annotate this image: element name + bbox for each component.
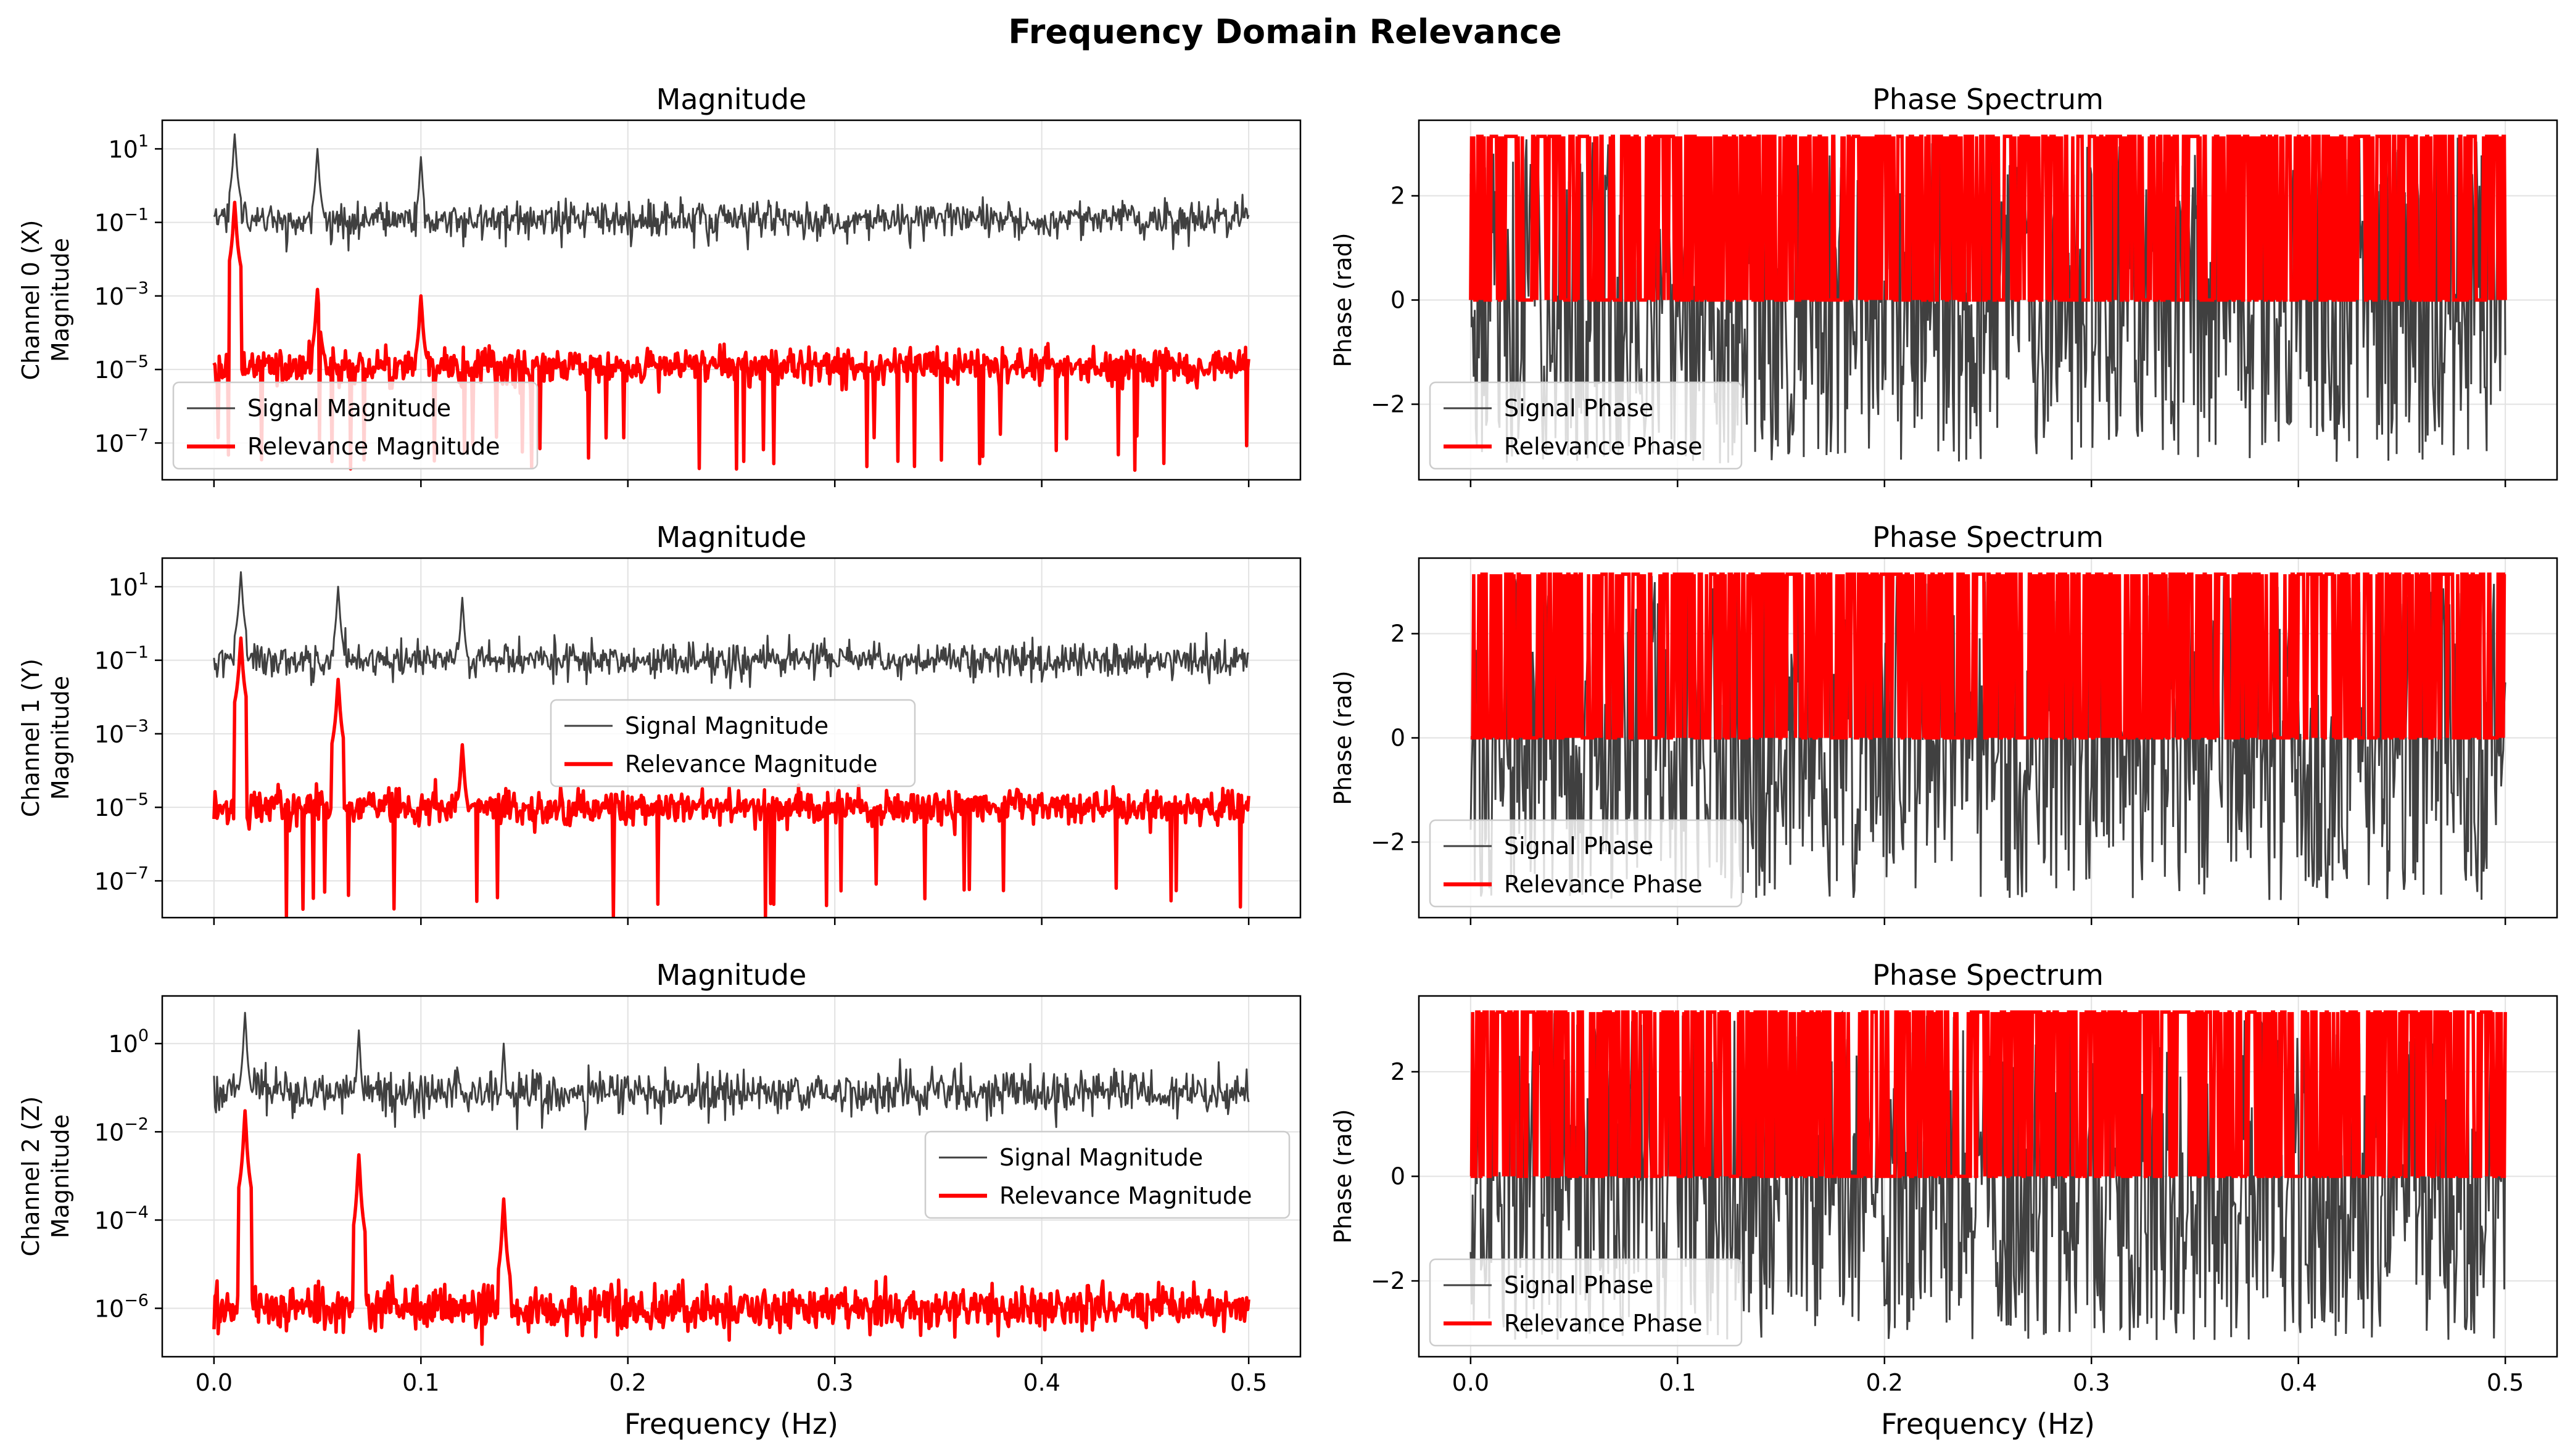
legend: Signal Magnitude Relevance Magnitude bbox=[924, 1130, 1291, 1219]
y-axis-label: Channel 1 (Y) bbox=[17, 659, 44, 817]
x-tick-label: 0.3 bbox=[2073, 1369, 2110, 1396]
y-tick-label: 0 bbox=[1390, 1163, 1405, 1190]
y-axis-label: Magnitude bbox=[47, 676, 74, 800]
series-group bbox=[212, 571, 1250, 918]
series-group bbox=[212, 133, 1250, 472]
signal-magnitude-line bbox=[213, 571, 1250, 689]
x-tick-label: 0.2 bbox=[609, 1369, 647, 1396]
relevance-magnitude-line bbox=[212, 636, 1250, 918]
subplot-title: Phase Spectrum bbox=[1872, 520, 2104, 554]
y-tick-label: 10−6 bbox=[94, 1291, 149, 1323]
y-tick-label: 101 bbox=[108, 131, 149, 163]
legend-label: Signal Phase bbox=[1504, 833, 1653, 860]
legend: Signal Phase Relevance Phase bbox=[1429, 819, 1743, 908]
y-tick-label: 10−7 bbox=[94, 863, 149, 895]
relevance-magnitude-line bbox=[212, 1109, 1250, 1346]
y-tick-label: 10−2 bbox=[94, 1114, 149, 1146]
y-tick-label: −2 bbox=[1371, 390, 1405, 417]
legend-label: Relevance Phase bbox=[1504, 1310, 1703, 1337]
legend: Signal Phase Relevance Phase bbox=[1429, 1258, 1743, 1347]
legend-label: Signal Phase bbox=[1504, 395, 1653, 422]
y-tick-label: 10−3 bbox=[94, 279, 149, 310]
x-tick-label: 0.4 bbox=[2279, 1369, 2316, 1396]
axes-frame bbox=[161, 119, 1302, 481]
y-axis-label: Magnitude bbox=[47, 1114, 74, 1238]
y-tick-label: 101 bbox=[108, 569, 149, 601]
x-tick-label: 0.5 bbox=[1230, 1369, 1267, 1396]
y-tick-label: 10−5 bbox=[94, 352, 149, 384]
legend-label: Relevance Phase bbox=[1504, 433, 1703, 460]
signal-magnitude-line bbox=[213, 133, 1250, 253]
relevance-magnitude-line bbox=[212, 200, 1250, 472]
legend: Signal Magnitude Relevance Magnitude bbox=[172, 381, 539, 470]
subplot-5: 0.0 0.1 0.2 0.3 0.4 0.5 2 0 −2 Phase Spectrum Phas… bbox=[1329, 958, 2558, 1441]
y-tick-label: 10−7 bbox=[94, 426, 149, 457]
relevance-phase-line bbox=[1470, 572, 2506, 740]
legend-label: Signal Phase bbox=[1504, 1272, 1653, 1299]
series-group bbox=[212, 1011, 1250, 1346]
subplot-title: Magnitude bbox=[656, 520, 807, 554]
y-tick-label: 10−5 bbox=[94, 790, 149, 821]
legend-label: Relevance Magnitude bbox=[247, 433, 500, 460]
y-tick-label: 2 bbox=[1390, 183, 1405, 210]
legend-label: Signal Magnitude bbox=[625, 712, 828, 739]
subplot-title: Phase Spectrum bbox=[1872, 958, 2104, 992]
relevance-phase-line bbox=[1469, 134, 2507, 302]
x-tick-label: 0.0 bbox=[1452, 1369, 1489, 1396]
subplot-title: Magnitude bbox=[656, 958, 807, 992]
legend-label: Signal Magnitude bbox=[999, 1144, 1203, 1171]
y-tick-label: 2 bbox=[1390, 1058, 1405, 1085]
y-tick-label: 10−1 bbox=[94, 205, 149, 237]
series-group bbox=[1469, 1010, 2507, 1341]
relevance-phase-line bbox=[1469, 1010, 2507, 1178]
y-axis-label: Phase (rad) bbox=[1329, 232, 1357, 367]
y-tick-label: 0 bbox=[1390, 725, 1405, 752]
axes-frame bbox=[161, 995, 1302, 1358]
x-tick-label: 0.5 bbox=[2487, 1369, 2524, 1396]
figure-title: Frequency Domain Relevance bbox=[1008, 12, 1561, 51]
y-tick-label: −2 bbox=[1371, 1267, 1405, 1294]
x-tick-label: 0.3 bbox=[816, 1369, 853, 1396]
signal-magnitude-line bbox=[213, 1011, 1250, 1130]
x-axis-label: Frequency (Hz) bbox=[1881, 1407, 2095, 1441]
subplot-title: Phase Spectrum bbox=[1872, 83, 2104, 116]
x-tick-label: 0.1 bbox=[402, 1369, 439, 1396]
y-tick-label: 2 bbox=[1390, 620, 1405, 648]
x-tick-label: 0.1 bbox=[1659, 1369, 1696, 1396]
legend-label: Relevance Phase bbox=[1504, 871, 1703, 898]
y-tick-label: 10−4 bbox=[94, 1203, 149, 1234]
legend: Signal Magnitude Relevance Magnitude bbox=[550, 699, 916, 788]
series-group bbox=[1469, 572, 2506, 900]
y-tick-label: −2 bbox=[1371, 828, 1405, 855]
axes-frame bbox=[161, 557, 1302, 919]
x-tick-label: 0.4 bbox=[1023, 1369, 1060, 1396]
y-tick-label: 0 bbox=[1390, 287, 1405, 314]
subplot-title: Magnitude bbox=[656, 83, 807, 116]
x-tick-label: 0.0 bbox=[196, 1369, 233, 1396]
legend-label: Relevance Magnitude bbox=[625, 751, 878, 778]
subplot-4: 0.0 0.1 0.2 0.3 0.4 0.5 100 10−2 10−4 10−6 Magnitu… bbox=[17, 958, 1302, 1441]
y-tick-label: 10−1 bbox=[94, 643, 149, 675]
y-axis-label: Channel 2 (Z) bbox=[17, 1096, 44, 1256]
x-axis-label: Frequency (Hz) bbox=[624, 1407, 838, 1441]
legend: Signal Phase Relevance Phase bbox=[1429, 381, 1743, 470]
legend-label: Relevance Magnitude bbox=[999, 1182, 1252, 1209]
subplot-1: 2 0 −2 Phase Spectrum Phase (rad) Signal Phas… bbox=[1329, 83, 2558, 487]
y-tick-label: 10−3 bbox=[94, 717, 149, 748]
y-axis-label: Phase (rad) bbox=[1329, 1109, 1357, 1243]
y-tick-label: 100 bbox=[108, 1026, 149, 1058]
y-axis-label: Channel 0 (X) bbox=[17, 220, 44, 380]
y-axis-label: Phase (rad) bbox=[1329, 670, 1357, 805]
signal-phase-line bbox=[1469, 1010, 2506, 1341]
subplot-3: 2 0 −2 Phase Spectrum Phase (rad) Signal Phas… bbox=[1329, 520, 2558, 925]
y-axis-label: Magnitude bbox=[47, 238, 74, 362]
x-tick-label: 0.2 bbox=[1866, 1369, 1903, 1396]
legend-label: Signal Magnitude bbox=[247, 395, 451, 422]
